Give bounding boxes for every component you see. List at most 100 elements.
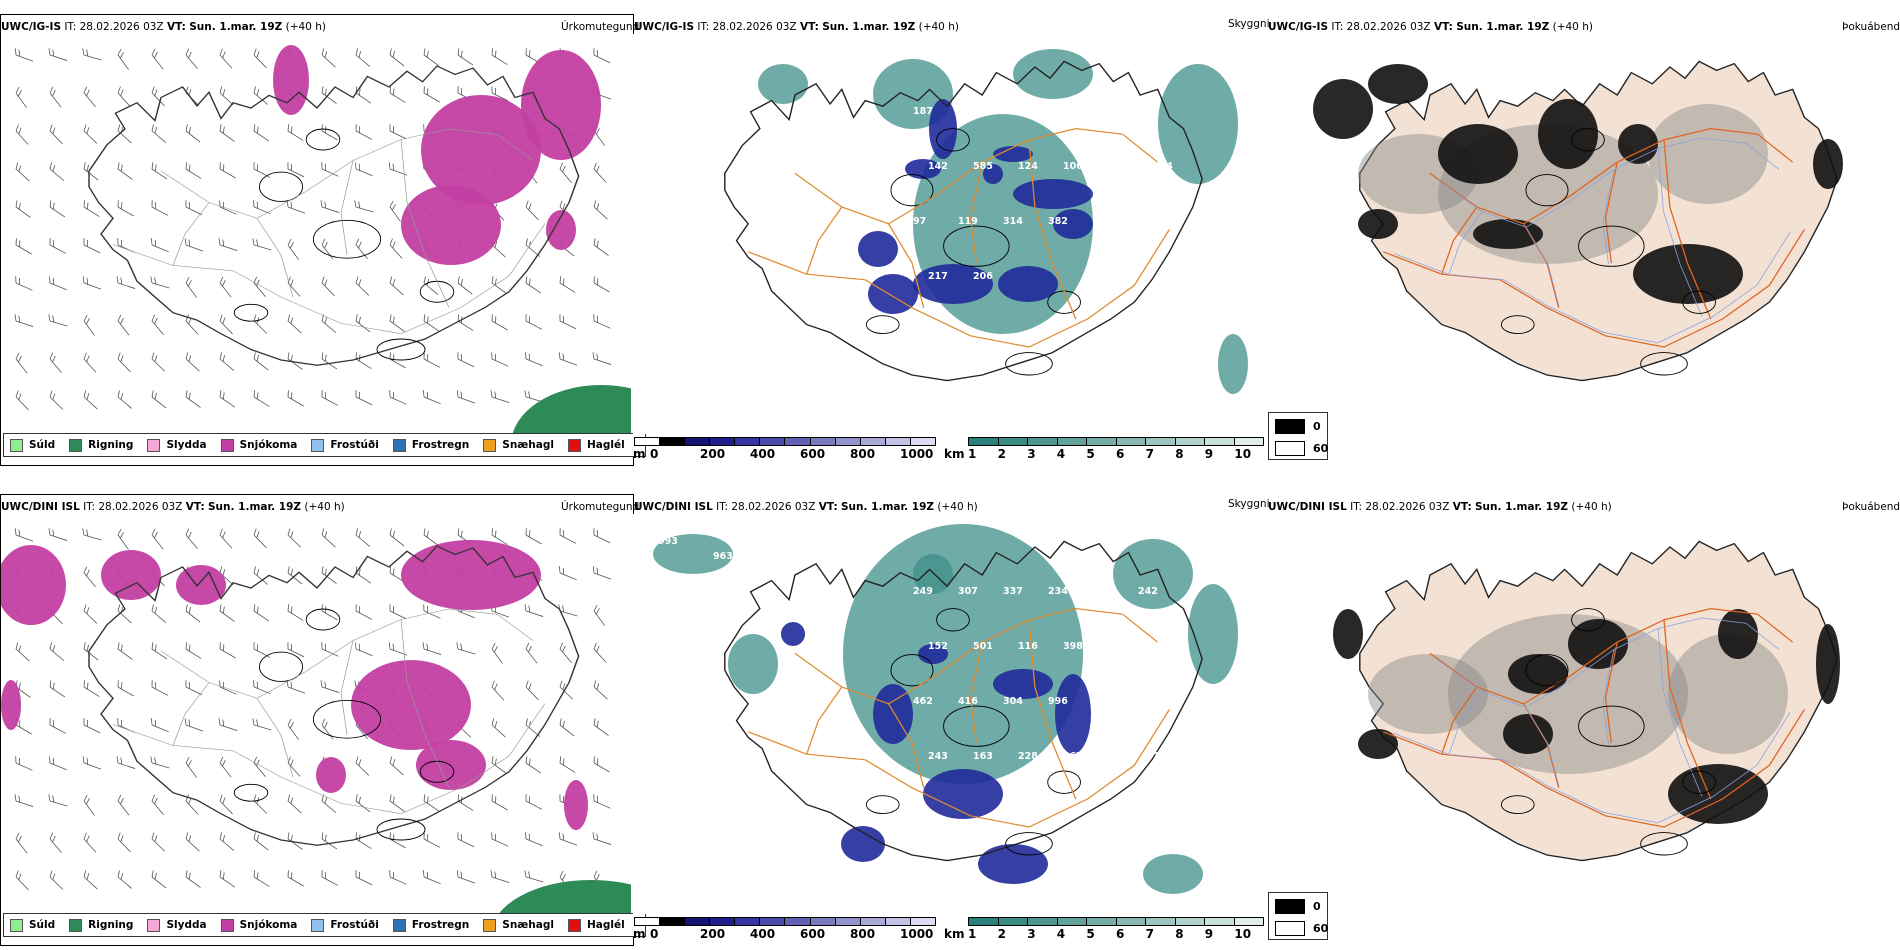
- model-name: UWC/DINI ISL: [1268, 501, 1347, 513]
- colorbar-unit: km: [944, 447, 965, 461]
- legend-item: Snjókoma: [220, 918, 298, 932]
- colorbar-bin: [635, 918, 661, 925]
- run-info-header-2: UWC/DINI ISL IT: 28.02.2026 03Z VT: Sun.…: [634, 500, 978, 514]
- legend-label: 60: [1313, 442, 1329, 455]
- legend-label: Slydda: [166, 919, 207, 931]
- legend-label: Snæhagl: [502, 919, 554, 931]
- legend-label: Súld: [29, 919, 56, 931]
- colorbar-tick: 600: [800, 927, 826, 941]
- run-info-header-3: UWC/DINI ISL IT: 28.02.2026 03Z VT: Sun.…: [1268, 500, 1612, 514]
- colorbar-tick: 5: [1086, 927, 1095, 941]
- cloud-base-label: 398: [1063, 641, 1083, 652]
- it-label: IT:: [1350, 501, 1363, 513]
- colorbar-unit: km: [944, 927, 965, 941]
- cloud-base-label: 382: [1048, 216, 1068, 227]
- colorbar-bin: [1087, 438, 1117, 445]
- legend-swatch: [1275, 899, 1305, 914]
- legend-label: Slydda: [166, 439, 207, 451]
- legend-swatch: [311, 438, 325, 452]
- legend-item: Súld: [10, 438, 55, 452]
- colorbar-bin: [1146, 438, 1176, 445]
- colorbar-tick: 0: [650, 927, 659, 941]
- legend-label: Snjókoma: [239, 439, 298, 451]
- legend-item: Rigning: [69, 438, 133, 452]
- colorbar-bin: [1057, 918, 1087, 925]
- model-name: UWC/DINI ISL: [1, 501, 80, 513]
- cloud-base-label: 228: [1018, 751, 1038, 762]
- legend-swatch: [147, 438, 161, 452]
- colorbar-tick: 600: [800, 447, 826, 461]
- visibility-colorbar: km 1 2 3 4 5 6 7 8 9 10: [944, 917, 1264, 941]
- colorbar-bin: [660, 918, 686, 925]
- cloud-base-label: 416: [958, 696, 978, 707]
- lead-time: (+40 h): [285, 21, 326, 33]
- cloud-base-label: 137: [1093, 216, 1113, 227]
- cloud-base-label: 996: [1048, 696, 1068, 707]
- cloud-base-label: 234: [1048, 586, 1068, 597]
- vt-value: Sun. 1.mar. 19Z: [1475, 501, 1569, 513]
- colorbar-tick: 1000: [900, 927, 934, 941]
- legend-label: 60: [1313, 922, 1329, 935]
- vt-label: VT:: [1452, 501, 1472, 513]
- legend-swatch: [220, 918, 234, 932]
- legend-item: Haglél: [567, 918, 625, 932]
- cloud-base-label: 304: [1003, 696, 1023, 707]
- legend-swatch: [10, 438, 23, 452]
- cloud-base-label: 97: [913, 216, 926, 227]
- vt-value: Sun. 1.mar. 19Z: [208, 501, 302, 513]
- visibility-colorbar: km 1 2 3 4 5 6 7 8 9 10: [944, 437, 1264, 461]
- legend-item: Snjókoma: [220, 438, 298, 452]
- colorbar-bin: [998, 918, 1028, 925]
- cloud-base-label: 148: [1138, 216, 1158, 227]
- cloud-base-label: 294: [1093, 106, 1113, 117]
- cloud-base-label: 501: [973, 641, 993, 652]
- legend-item: Frostregn: [392, 438, 469, 452]
- legend-label: Snjókoma: [239, 919, 298, 931]
- legend-swatch: [311, 918, 325, 932]
- colorbar-bin: [969, 438, 999, 445]
- cloud-base-label: 142: [928, 161, 948, 172]
- model-name: UWC/IG-IS: [634, 21, 695, 33]
- vt-label: VT:: [799, 21, 819, 33]
- precip-map: [14, 45, 631, 455]
- fog-legend: 0 60: [1268, 412, 1328, 460]
- cloud-base-label: 249: [913, 586, 933, 597]
- vt-label: VT:: [818, 501, 838, 513]
- cloud-base-colorbar: m 0 200 400 600 800 1000: [633, 437, 936, 461]
- lead-time: (+40 h): [1571, 501, 1612, 513]
- colorbar-tick: 8: [1175, 927, 1184, 941]
- legend-label: Snæhagl: [502, 439, 554, 451]
- colorbar-tick: 1000: [900, 447, 934, 461]
- fog-map: [1313, 60, 1843, 382]
- precip-type-panel: [0, 494, 634, 946]
- colorbar-bin: [860, 438, 886, 445]
- cloud-base-label: 116: [1018, 641, 1038, 652]
- colorbar-tick: 1: [968, 447, 977, 461]
- legend-label: Frostregn: [411, 919, 470, 931]
- it-value: 28.02.2026 03Z: [731, 501, 816, 513]
- panel-title-fog: Þokuábendi: [1842, 501, 1900, 513]
- cloud-base-label: 101: [1153, 751, 1173, 762]
- legend-item: Rigning: [69, 918, 133, 932]
- legend-swatch: [1275, 921, 1305, 936]
- it-label: IT:: [83, 501, 96, 513]
- vt-value: Sun. 1.mar. 19Z: [189, 21, 283, 33]
- colorbar-bin: [1205, 438, 1235, 445]
- cloud-base-label: 106: [1063, 161, 1083, 172]
- legend-label: 0: [1313, 900, 1321, 913]
- legend-swatch: [392, 438, 406, 452]
- legend-item: Slydda: [147, 918, 207, 932]
- colorbar-tick: 7: [1145, 447, 1154, 461]
- it-value: 28.02.2026 03Z: [1346, 21, 1431, 33]
- vt-label: VT:: [185, 501, 205, 513]
- model-name: UWC/IG-IS: [1, 21, 62, 33]
- colorbar-tick: 200: [700, 927, 726, 941]
- legend-item: Snæhagl: [483, 438, 554, 452]
- colorbar-unit: m: [633, 927, 646, 941]
- precip-type-panel: [0, 14, 634, 466]
- fog-legend: 0 60: [1268, 892, 1328, 940]
- colorbar-bin: [1234, 438, 1263, 445]
- cloud-base-label: 217: [928, 271, 948, 282]
- colorbar-tick: 10: [1234, 927, 1252, 941]
- precip-legend: Súld Rigning Slydda Snjókoma Frostúði Frostre…: [3, 913, 646, 937]
